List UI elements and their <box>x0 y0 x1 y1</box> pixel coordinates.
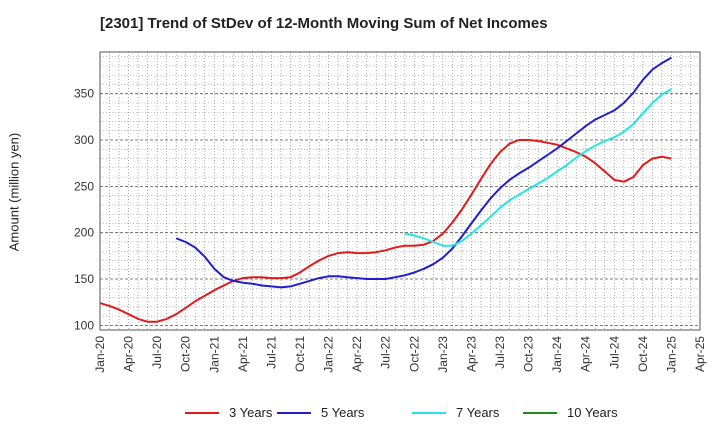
series-lines <box>99 56 672 323</box>
y-tick-label: 300 <box>74 133 94 147</box>
x-tick-label: Jan-22 <box>322 336 336 373</box>
x-tick-label: Jul-22 <box>379 336 393 369</box>
y-tick-label: 150 <box>74 272 94 286</box>
x-tick-label: Apr-23 <box>464 336 478 372</box>
chart-title: [2301] Trend of StDev of 12-Month Moving… <box>100 15 548 32</box>
legend-label: 7 Years <box>456 405 500 420</box>
x-tick-label: Apr-21 <box>236 336 250 372</box>
x-tick-label: Apr-20 <box>122 336 136 372</box>
grid <box>99 52 701 330</box>
series-line-5-years <box>175 56 672 289</box>
x-tick-label: Oct-22 <box>407 336 421 372</box>
legend-swatch <box>412 411 446 414</box>
x-tick-label: Apr-22 <box>350 336 364 372</box>
plot-frame <box>99 51 701 331</box>
legend-item: 7 Years <box>412 405 499 420</box>
x-tick-label: Oct-24 <box>636 336 650 372</box>
x-tick-label: Jan-20 <box>93 336 107 373</box>
legend-swatch <box>277 411 311 414</box>
legend-label: 5 Years <box>321 405 365 420</box>
x-tick-label: Jul-21 <box>264 336 278 369</box>
legend-label: 3 Years <box>229 405 273 420</box>
y-tick-label: 100 <box>74 318 94 332</box>
x-tick-label: Oct-23 <box>522 336 536 372</box>
x-tick-label: Apr-24 <box>579 336 593 372</box>
legend-label: 10 Years <box>567 405 618 420</box>
x-tick-label: Apr-25 <box>693 336 707 372</box>
x-tick-label: Jul-20 <box>150 336 164 369</box>
chart-plot: 100 150 200 250 300 350 Jan-20 Apr-20 Jul-20 Oct… <box>74 51 707 373</box>
legend-swatch <box>185 411 219 414</box>
x-tick-label: Jul-24 <box>607 336 621 369</box>
x-tick-label: Oct-21 <box>293 336 307 372</box>
x-tick-label: Jan-21 <box>207 336 221 373</box>
series-line-7-years <box>404 88 672 247</box>
x-tick-label: Jan-24 <box>550 336 564 373</box>
legend-item: 10 Years <box>523 405 618 420</box>
legend-swatch <box>523 411 557 414</box>
y-tick-label: 350 <box>74 87 94 101</box>
series-line-3-years <box>99 139 672 323</box>
legend-item: 3 Years <box>185 405 272 420</box>
x-tick-label: Jul-23 <box>493 336 507 369</box>
x-tick-label: Jan-23 <box>436 336 450 373</box>
y-ticks: 100 150 200 250 300 350 <box>74 87 94 333</box>
x-tick-label: Jan-25 <box>664 336 678 373</box>
x-ticks: Jan-20 Apr-20 Jul-20 Oct-20 Jan-21 Apr-21 Jul-… <box>93 336 707 373</box>
legend: 3 Years 5 Years 7 Years 10 Years <box>0 405 720 427</box>
y-tick-label: 250 <box>74 179 94 193</box>
x-tick-label: Oct-20 <box>179 336 193 372</box>
legend-item: 5 Years <box>277 405 364 420</box>
y-tick-label: 200 <box>74 226 94 240</box>
